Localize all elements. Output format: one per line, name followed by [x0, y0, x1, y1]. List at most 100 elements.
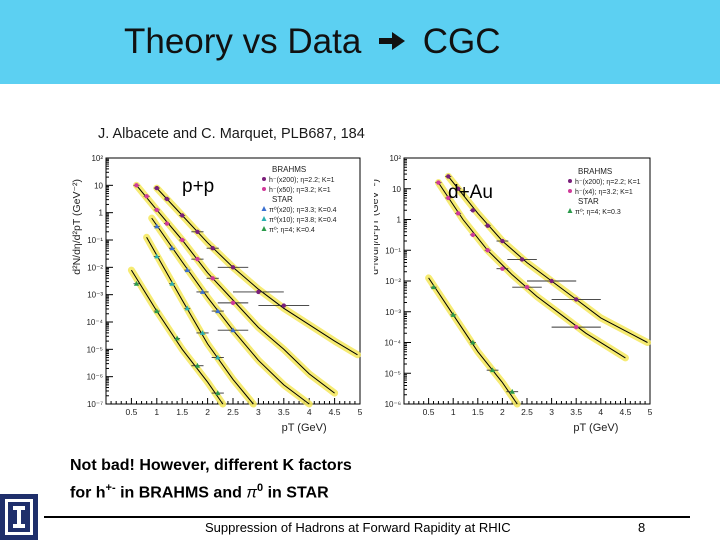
x-tick-label: 2 — [500, 407, 505, 417]
legend-marker — [262, 177, 266, 181]
data-point — [446, 195, 451, 201]
title-left: Theory vs Data — [124, 22, 362, 61]
y-tick-label: 10⁻⁶ — [87, 373, 103, 382]
data-point — [470, 232, 476, 238]
y-tick-label: 10⁻⁴ — [86, 318, 103, 327]
y-tick-label: 1 — [99, 209, 104, 218]
data-point — [154, 253, 160, 259]
legend-label: h⁻(x50); η=3.2; K=1 — [269, 187, 331, 194]
data-point — [446, 174, 451, 179]
footer-rule — [44, 516, 690, 518]
y-tick-label: 10² — [91, 154, 103, 163]
x-tick-label: 4.5 — [619, 407, 631, 417]
y-tick-label: 10⁻² — [87, 263, 103, 272]
x-tick-label: 1.5 — [472, 407, 484, 417]
y-tick-label: 10⁻³ — [385, 308, 401, 317]
data-point — [470, 208, 476, 213]
theory-curve — [130, 269, 224, 405]
y-tick-label: 10⁻³ — [87, 291, 103, 300]
data-point — [500, 266, 505, 271]
pp-spectrum-chart: 0.5 1 1.5 2 2.5 3 3.5 4 4.5 5 10⁻⁷ 10⁻⁶ 10⁻⁵ 10⁻⁴ 10⁻³… — [72, 154, 363, 434]
x-tick-label: 1 — [451, 407, 456, 417]
x-tick-label: 3 — [256, 407, 261, 417]
title-right: CGC — [422, 22, 501, 61]
data-point — [174, 335, 180, 341]
title-band — [0, 0, 720, 84]
x-tick-label: 5 — [648, 407, 653, 417]
note-line-1: Not bad! However, different K factors — [70, 457, 352, 474]
slide-title: Theory vs Data CGC — [124, 22, 501, 62]
data-point — [184, 267, 190, 273]
y-tick-label: 10⁻⁷ — [87, 400, 103, 409]
x-tick-label: 3.5 — [278, 407, 290, 417]
legend-label: h⁻(x4); η=3.2; K=1 — [575, 189, 633, 196]
x-tick-label: 4.5 — [329, 407, 341, 417]
data-point — [169, 245, 175, 251]
y-tick-label: 10 — [392, 185, 401, 194]
data-point — [180, 213, 185, 218]
data-point — [455, 211, 461, 216]
y-tick-label: 10⁻⁵ — [87, 345, 103, 354]
data-point — [194, 362, 201, 368]
data-point — [169, 280, 175, 286]
data-point — [230, 265, 236, 270]
pi-symbol: π — [246, 484, 258, 502]
data-point — [144, 194, 149, 199]
x-tick-label: 0.5 — [423, 407, 435, 417]
data-point — [195, 229, 200, 234]
data-point — [133, 280, 140, 286]
legend-label: π⁰; η=4; K=0.3 — [575, 208, 621, 216]
theory-curve — [136, 184, 335, 394]
y-tick-label: 10⁻⁶ — [385, 400, 401, 409]
data-point — [524, 284, 530, 290]
data-point — [215, 354, 221, 360]
legend-marker — [567, 208, 573, 213]
data-point — [195, 256, 200, 262]
data-point — [574, 324, 579, 330]
y-tick-label: 10⁻¹ — [87, 236, 103, 245]
data-point — [574, 297, 579, 302]
data-point — [230, 300, 236, 306]
y-tick-label: 10⁻² — [385, 277, 401, 286]
x-tick-label: 3.5 — [570, 407, 582, 417]
x-tick-label: 5 — [358, 407, 363, 417]
x-tick-label: 4 — [307, 407, 312, 417]
x-tick-label: 2.5 — [521, 407, 533, 417]
page-number: 8 — [638, 520, 646, 535]
theory-curve — [428, 277, 518, 405]
data-point — [230, 327, 236, 333]
data-point — [485, 223, 490, 228]
x-tick-label: 2.5 — [227, 407, 239, 417]
x-axis-label: pT (GeV) — [282, 422, 327, 434]
data-point — [489, 367, 496, 373]
x-tick-label: 1.5 — [176, 407, 188, 417]
x-tick-label: 4 — [598, 407, 603, 417]
legend-marker — [262, 187, 266, 191]
data-point — [199, 289, 206, 294]
legend-label: h⁻(x200); η=2.2; K=1 — [269, 177, 335, 184]
legend-header: BRAHMS — [578, 167, 612, 176]
legend-header: STAR — [578, 197, 599, 206]
data-point — [164, 196, 170, 202]
data-point — [430, 284, 437, 290]
panel-title: p+p — [182, 176, 214, 197]
x-tick-label: 1 — [154, 407, 159, 417]
conclusion-note: Not bad! However, different K factors fo… — [70, 454, 352, 504]
data-point — [450, 312, 456, 317]
y-tick-label: 10² — [389, 154, 401, 163]
data-point — [509, 388, 515, 394]
legend-label: π⁰; η=4; K=0.4 — [269, 226, 315, 234]
data-point — [199, 330, 206, 335]
data-point — [549, 278, 554, 284]
note-line-2: for h+- in BRAHMS and π0 in STAR — [70, 482, 329, 502]
legend-header: STAR — [272, 195, 293, 204]
right-arrow-icon — [377, 22, 407, 62]
data-point — [180, 237, 185, 243]
data-point — [500, 238, 505, 244]
data-point — [154, 185, 159, 191]
y-tick-label: 10⁻⁴ — [384, 339, 401, 348]
footer-title: Suppression of Hadrons at Forward Rapidi… — [205, 520, 511, 535]
y-axis-label: d²N/dη/d²pT (GeV⁻²) — [72, 179, 83, 275]
data-point — [154, 223, 160, 229]
legend-marker — [261, 206, 267, 211]
